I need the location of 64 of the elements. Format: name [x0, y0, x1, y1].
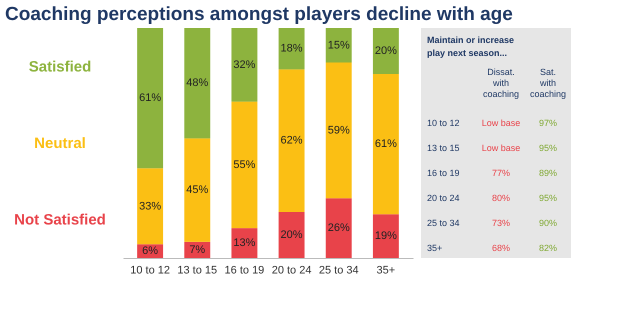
- data-label: 32%: [233, 58, 256, 71]
- bar: [231, 28, 258, 102]
- bar: [372, 28, 399, 74]
- bar: [278, 212, 305, 258]
- category-label: 20 to 24: [427, 193, 460, 203]
- category-label: 25 to 34: [427, 218, 460, 228]
- bar: [184, 138, 210, 242]
- text: 68%: [492, 243, 510, 253]
- data-label: 18%: [280, 42, 303, 55]
- data-label: 61%: [374, 138, 398, 150]
- category-label: 16 to 19: [427, 168, 460, 178]
- text: 95%: [538, 193, 558, 203]
- text: 82%: [538, 243, 558, 253]
- category-label: Dissat. with coaching: [482, 67, 520, 99]
- bar: [326, 198, 352, 258]
- bar: [372, 214, 399, 258]
- text: 95%: [538, 143, 558, 153]
- text: 80%: [492, 193, 510, 203]
- bar: [137, 28, 164, 168]
- category-label: 10 to 12: [427, 118, 460, 128]
- bar: [278, 69, 305, 212]
- text: 97%: [538, 118, 558, 128]
- text: 77%: [492, 168, 510, 178]
- text: Not Satisfied: [14, 212, 106, 229]
- text: Maintain or increase play next season...: [427, 35, 514, 58]
- x-tick-label: 20 to 24: [272, 264, 312, 276]
- bar: [137, 168, 164, 244]
- data-label: 15%: [328, 39, 350, 52]
- data-label: 33%: [139, 200, 162, 212]
- data-label: 45%: [186, 184, 208, 196]
- bar: [278, 28, 305, 70]
- data-label: 62%: [280, 134, 303, 147]
- data-label: 13%: [233, 237, 256, 250]
- text: Low base: [482, 143, 520, 153]
- text: 90%: [538, 218, 558, 228]
- data-label: 7%: [189, 244, 206, 256]
- data-label: 48%: [186, 77, 208, 90]
- text: Neutral: [34, 135, 86, 152]
- data-label: 26%: [328, 222, 350, 234]
- data-label: 6%: [142, 245, 158, 258]
- bar: [231, 228, 258, 258]
- x-tick-label: 10 to 12: [130, 264, 170, 276]
- x-tick-label: 25 to 34: [318, 264, 359, 276]
- x-tick-label: 13 to 15: [177, 264, 218, 276]
- text: Satisfied: [28, 58, 92, 76]
- bar: [231, 102, 258, 228]
- data-label: 61%: [139, 92, 162, 104]
- category-label: 13 to 15: [427, 143, 460, 153]
- text: 73%: [492, 218, 510, 228]
- text: Low base: [482, 118, 520, 128]
- data-label: 20%: [280, 229, 303, 241]
- text: 89%: [538, 168, 558, 178]
- data-label: 55%: [233, 158, 256, 171]
- data-label: 19%: [374, 230, 398, 242]
- data-label: 59%: [328, 124, 350, 136]
- x-tick-label: 35+: [376, 264, 396, 276]
- chart-title: Coaching perceptions amongst players decline with age: [5, 4, 513, 25]
- category-label: 35+: [427, 243, 442, 253]
- category-label: Sat. with coaching: [530, 67, 566, 99]
- data-label: 20%: [374, 45, 398, 57]
- x-tick-label: 16 to 19: [224, 264, 264, 276]
- bar: [372, 74, 399, 214]
- bar: [184, 28, 210, 138]
- bar: [326, 62, 352, 198]
